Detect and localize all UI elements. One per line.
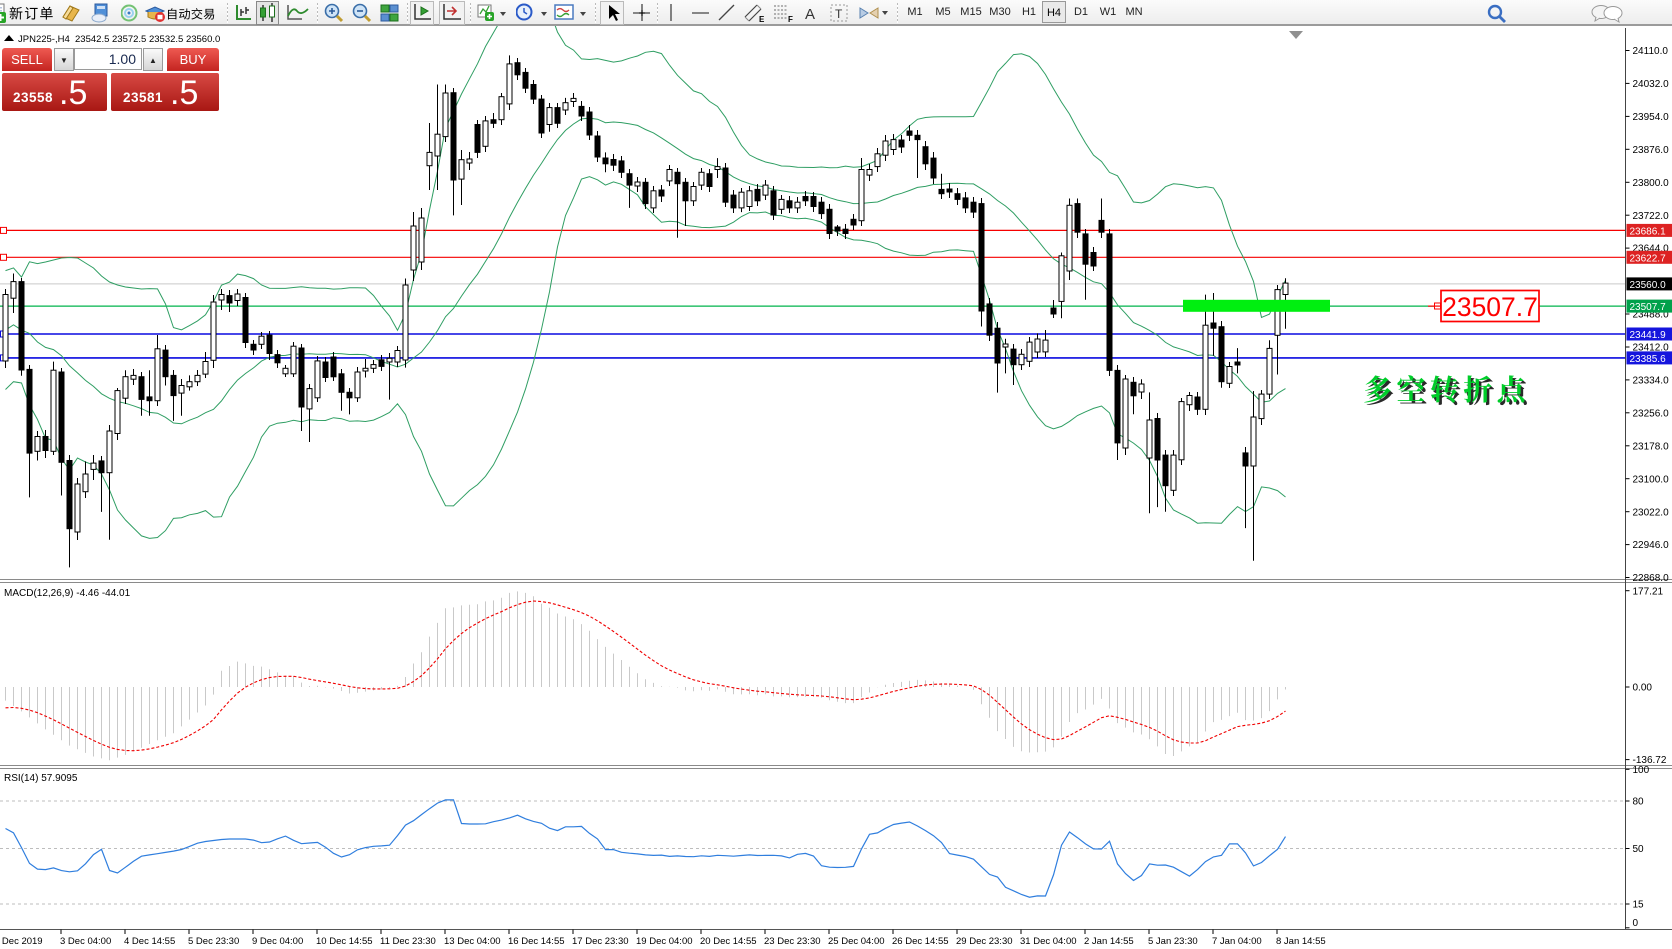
svg-text:8 Jan 14:55: 8 Jan 14:55 <box>1276 936 1326 947</box>
svg-text:9 Dec 04:00: 9 Dec 04:00 <box>252 936 303 947</box>
svg-text:31 Dec 04:00: 31 Dec 04:00 <box>1020 936 1077 947</box>
svg-text:23334.0: 23334.0 <box>1633 376 1670 387</box>
svg-text:20 Dec 14:55: 20 Dec 14:55 <box>700 936 757 947</box>
svg-text:10 Dec 14:55: 10 Dec 14:55 <box>316 936 373 947</box>
svg-text:23686.1: 23686.1 <box>1630 226 1667 237</box>
svg-text:11 Dec 23:30: 11 Dec 23:30 <box>380 936 436 947</box>
svg-text:22946.0: 22946.0 <box>1633 540 1670 551</box>
svg-text:JPN225-,H4 23542.5 23572.5 23: JPN225-,H4 23542.5 23572.5 23532.5 23560… <box>18 34 220 45</box>
svg-text:23876.0: 23876.0 <box>1633 145 1670 156</box>
svg-text:23385.6: 23385.6 <box>1630 354 1667 365</box>
svg-text:80: 80 <box>1633 797 1645 808</box>
svg-text:19 Dec 04:00: 19 Dec 04:00 <box>636 936 693 947</box>
svg-text:100: 100 <box>1633 765 1650 776</box>
svg-text:26 Dec 14:55: 26 Dec 14:55 <box>892 936 949 947</box>
svg-text:T: T <box>835 7 843 21</box>
svg-text:4 Dec 14:55: 4 Dec 14:55 <box>124 936 175 947</box>
svg-text:-136.72: -136.72 <box>1633 755 1667 766</box>
svg-text:23560.0: 23560.0 <box>1630 280 1667 291</box>
svg-text:5 Dec 23:30: 5 Dec 23:30 <box>188 936 239 947</box>
svg-text:5 Jan 23:30: 5 Jan 23:30 <box>1148 936 1198 947</box>
svg-text:RSI(14) 57.9095: RSI(14) 57.9095 <box>4 773 78 784</box>
svg-text:22868.0: 22868.0 <box>1633 573 1670 584</box>
svg-text:23256.0: 23256.0 <box>1633 408 1670 419</box>
svg-text:15: 15 <box>1633 900 1645 911</box>
svg-text:50: 50 <box>1633 844 1645 855</box>
svg-text:23178.0: 23178.0 <box>1633 441 1670 452</box>
svg-text:23 Dec 23:30: 23 Dec 23:30 <box>764 936 821 947</box>
svg-text:23507.7: 23507.7 <box>1630 302 1667 313</box>
svg-text:25 Dec 04:00: 25 Dec 04:00 <box>828 936 885 947</box>
svg-text:23954.0: 23954.0 <box>1633 112 1670 123</box>
svg-text:2 Jan 14:55: 2 Jan 14:55 <box>1084 936 1134 947</box>
svg-text:23800.0: 23800.0 <box>1633 178 1670 189</box>
svg-text:23644.0: 23644.0 <box>1633 244 1670 255</box>
svg-text:23622.7: 23622.7 <box>1630 253 1667 264</box>
svg-text:177.21: 177.21 <box>1633 586 1664 597</box>
svg-text:13 Dec 04:00: 13 Dec 04:00 <box>444 936 501 947</box>
svg-text:MACD(12,26,9) -4.46 -44.01: MACD(12,26,9) -4.46 -44.01 <box>4 588 131 599</box>
svg-text:23100.0: 23100.0 <box>1633 474 1670 485</box>
svg-text:A: A <box>805 6 815 23</box>
svg-text:23441.9: 23441.9 <box>1630 330 1667 341</box>
svg-text:0: 0 <box>1633 918 1639 929</box>
svg-text:E: E <box>759 15 765 24</box>
svg-text:23488.0: 23488.0 <box>1633 310 1670 321</box>
svg-text:23412.0: 23412.0 <box>1633 343 1670 354</box>
svg-text:17 Dec 23:30: 17 Dec 23:30 <box>572 936 629 947</box>
svg-text:23022.0: 23022.0 <box>1633 507 1670 518</box>
svg-text:24032.0: 24032.0 <box>1633 79 1670 90</box>
svg-text:7 Jan 04:00: 7 Jan 04:00 <box>1212 936 1262 947</box>
svg-text:23722.0: 23722.0 <box>1633 211 1670 222</box>
svg-text:F: F <box>788 15 793 24</box>
svg-text:2 Dec 2019: 2 Dec 2019 <box>0 936 43 947</box>
svg-text:24110.0: 24110.0 <box>1633 46 1669 57</box>
svg-text:3 Dec 04:00: 3 Dec 04:00 <box>60 936 111 947</box>
svg-text:16 Dec 14:55: 16 Dec 14:55 <box>508 936 565 947</box>
svg-text:23507.7: 23507.7 <box>1442 292 1538 322</box>
svg-text:0.00: 0.00 <box>1633 683 1653 694</box>
svg-text:29 Dec 23:30: 29 Dec 23:30 <box>956 936 1013 947</box>
